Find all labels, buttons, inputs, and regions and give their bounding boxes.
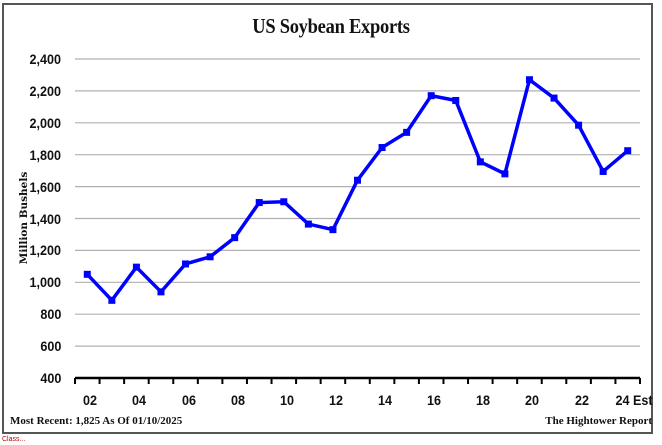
y-tick-label: 2,000 xyxy=(29,114,61,131)
x-tick-label: 06 xyxy=(181,392,196,408)
data-point-marker xyxy=(83,270,91,278)
x-tick-label: 14 xyxy=(378,392,393,408)
y-tick-label: 600 xyxy=(39,338,61,355)
data-point-marker xyxy=(378,144,386,152)
data-point-marker xyxy=(624,147,632,155)
y-tick-label: 2,200 xyxy=(29,82,61,99)
y-tick-label: 1,800 xyxy=(29,146,61,163)
data-point-marker xyxy=(525,76,533,84)
data-point-marker xyxy=(427,92,435,100)
x-tick-label: 10 xyxy=(279,392,294,408)
y-tick-label: 800 xyxy=(39,306,61,323)
x-tick-label: 24 Est xyxy=(615,392,653,408)
data-point-marker xyxy=(108,296,116,304)
x-tick-label: 02 xyxy=(83,392,98,408)
series-line xyxy=(86,76,629,304)
y-tick-label: 1,400 xyxy=(29,210,61,227)
data-point-marker xyxy=(280,198,288,206)
data-point-marker xyxy=(206,253,214,261)
data-point-marker xyxy=(575,121,583,129)
x-tick-label: 20 xyxy=(525,392,540,408)
data-point-marker xyxy=(476,158,484,166)
x-tick-label: 18 xyxy=(476,392,491,408)
data-point-marker xyxy=(255,199,263,207)
data-point-marker xyxy=(354,176,361,184)
clipped-caption: Class... xyxy=(2,436,26,443)
data-point-marker xyxy=(329,226,337,234)
data-point-marker xyxy=(182,260,190,268)
y-tick-label: 2,400 xyxy=(29,51,61,67)
data-point-marker xyxy=(501,170,509,178)
most-recent-note: Most Recent: 1,825 As Of 01/10/2025 xyxy=(10,415,183,427)
x-tick-label: 04 xyxy=(132,392,147,408)
x-tick-label: 12 xyxy=(328,392,343,408)
y-tick-label: 1,600 xyxy=(29,178,61,195)
data-point-marker xyxy=(132,263,140,271)
data-point-marker xyxy=(304,220,312,228)
data-point-marker xyxy=(231,234,239,242)
data-point-marker xyxy=(452,96,460,104)
chart-title: US Soybean Exports xyxy=(252,14,410,38)
data-point-marker xyxy=(599,167,607,175)
y-tick-label: 1,200 xyxy=(29,242,61,259)
x-tick-label: 16 xyxy=(427,392,442,408)
x-tick-label: 08 xyxy=(230,392,245,408)
data-point-marker xyxy=(550,94,558,102)
x-tick-label: 22 xyxy=(574,392,589,408)
data-point-marker xyxy=(157,288,165,296)
source-credit: The Hightower Report xyxy=(545,415,652,427)
y-tick-label: 400 xyxy=(39,370,61,386)
y-tick-label: 1,000 xyxy=(29,274,61,291)
data-point-marker xyxy=(403,128,411,136)
